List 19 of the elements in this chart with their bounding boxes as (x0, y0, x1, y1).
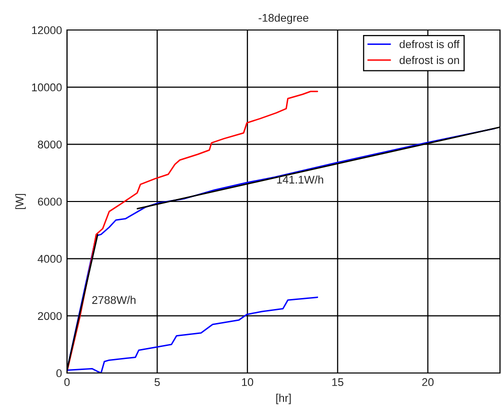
x-axis-title: [hr] (276, 394, 291, 404)
y-tick-label: 8000 (38, 140, 62, 148)
annotation: 141.1W/h (277, 175, 324, 184)
x-tick-label: 15 (332, 378, 344, 386)
y-tick-label: 2000 (38, 312, 62, 320)
chart-title: -18degree (258, 14, 308, 24)
legend-label: defrost is on (400, 56, 459, 64)
x-tick-label: 5 (154, 378, 160, 386)
y-tick-label: 6000 (38, 198, 62, 206)
legend-label: defrost is off (400, 40, 460, 48)
x-tick-label: 0 (64, 378, 70, 386)
y-tick-label: 0 (56, 369, 62, 378)
y-tick-label: 12000 (32, 26, 62, 34)
y-tick-label: 4000 (38, 254, 62, 263)
annotation: 2788W/h (92, 296, 136, 304)
x-tick-label: 20 (422, 378, 434, 386)
y-axis-title: [W] (15, 194, 26, 210)
y-tick-label: 10000 (32, 83, 62, 92)
x-tick-label: 10 (242, 378, 254, 386)
